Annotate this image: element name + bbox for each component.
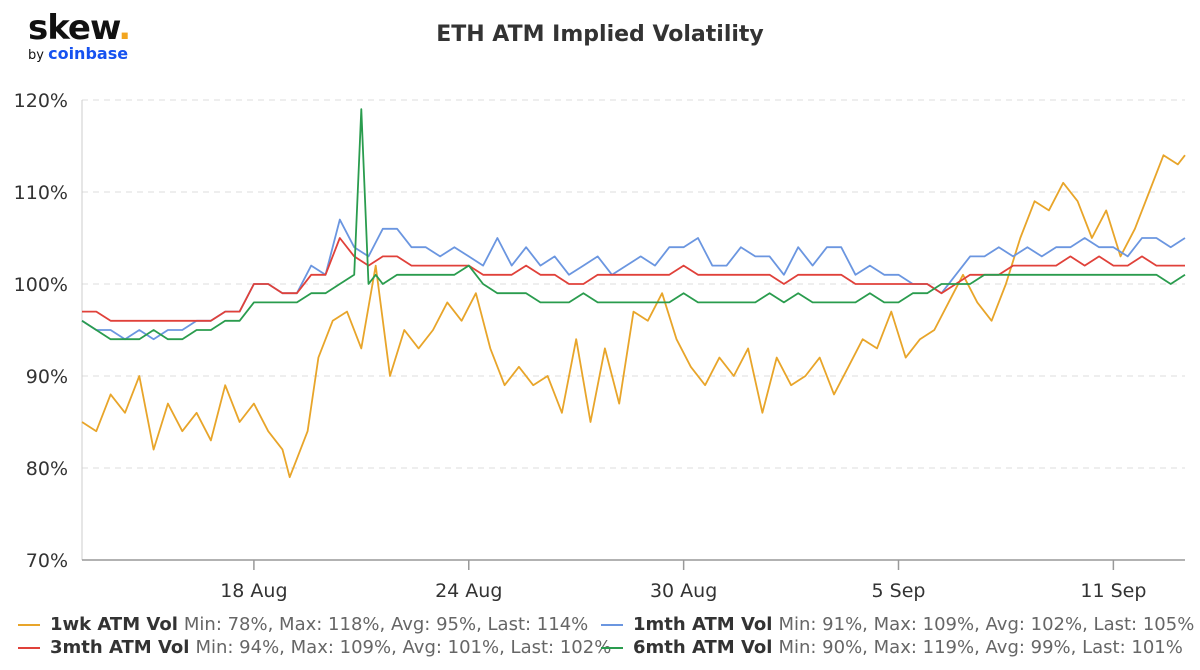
y-tick-label: 90% <box>26 366 68 388</box>
y-tick-label: 80% <box>26 458 68 480</box>
legend-item-1wk[interactable]: 1wk ATM Vol Min: 78%, Max: 118%, Avg: 95… <box>18 614 601 635</box>
legend-item-6mth[interactable]: 6mth ATM Vol Min: 90%, Max: 119%, Avg: 9… <box>601 637 1193 658</box>
legend-name-1mth: 1mth ATM Vol <box>633 614 773 635</box>
legend-name-1wk: 1wk ATM Vol <box>50 614 178 635</box>
logo-brand: skew <box>28 8 119 48</box>
legend-swatch-1mth <box>601 623 623 626</box>
tick-labels: 70% 80% 90% 100% 110% 120% 18 Aug 24 Aug 30 Aug 5… <box>14 90 1147 602</box>
x-tick-label: 30 Aug <box>650 580 717 602</box>
legend-swatch-6mth <box>601 646 623 649</box>
y-tick-label: 110% <box>14 182 68 204</box>
grid-lines <box>82 99 1185 469</box>
logo-company: coinbase <box>48 44 129 63</box>
y-tick-label: 70% <box>26 550 68 572</box>
skew-logo: skew. by coinbase <box>28 8 131 63</box>
line-chart: 70% 80% 90% 100% 110% 120% 18 Aug 24 Aug 30 Aug 5… <box>14 90 1186 602</box>
legend-swatch-3mth <box>18 646 40 649</box>
series-line-6mth[interactable] <box>81 108 1186 341</box>
series-lines <box>81 108 1186 479</box>
y-tick-label: 100% <box>14 274 68 296</box>
legend: 1wk ATM Vol Min: 78%, Max: 118%, Avg: 95… <box>18 614 1195 658</box>
series-line-3mth[interactable] <box>82 237 1185 322</box>
legend-swatch-1wk <box>18 623 40 626</box>
logo-subline: by coinbase <box>28 44 130 63</box>
legend-name-6mth: 6mth ATM Vol <box>633 637 773 658</box>
x-tick-label: 5 Sep <box>872 580 926 602</box>
legend-stats-3mth: Min: 94%, Max: 109%, Avg: 101%, Last: 10… <box>195 637 612 658</box>
series-line-1wk[interactable] <box>81 154 1186 479</box>
legend-stats-6mth: Min: 90%, Max: 119%, Avg: 99%, Last: 101… <box>778 637 1183 658</box>
chart-title: ETH ATM Implied Volatility <box>436 22 764 47</box>
legend-stats-1wk: Min: 78%, Max: 118%, Avg: 95%, Last: 114… <box>183 614 589 635</box>
y-tick-label: 120% <box>14 90 68 112</box>
legend-stats-1mth: Min: 91%, Max: 109%, Avg: 102%, Last: 10… <box>778 614 1195 635</box>
logo-by: by <box>28 48 44 63</box>
legend-item-1mth[interactable]: 1mth ATM Vol Min: 91%, Max: 109%, Avg: 1… <box>601 614 1195 635</box>
legend-name-3mth: 3mth ATM Vol <box>50 637 190 658</box>
axes <box>81 100 1185 570</box>
x-tick-label: 18 Aug <box>220 580 287 602</box>
logo-wordmark: skew. <box>28 8 131 48</box>
x-tick-label: 24 Aug <box>435 580 502 602</box>
x-tick-label: 11 Sep <box>1080 580 1146 602</box>
legend-item-3mth[interactable]: 3mth ATM Vol Min: 94%, Max: 109%, Avg: 1… <box>18 637 611 658</box>
logo-dot: . <box>118 8 131 48</box>
